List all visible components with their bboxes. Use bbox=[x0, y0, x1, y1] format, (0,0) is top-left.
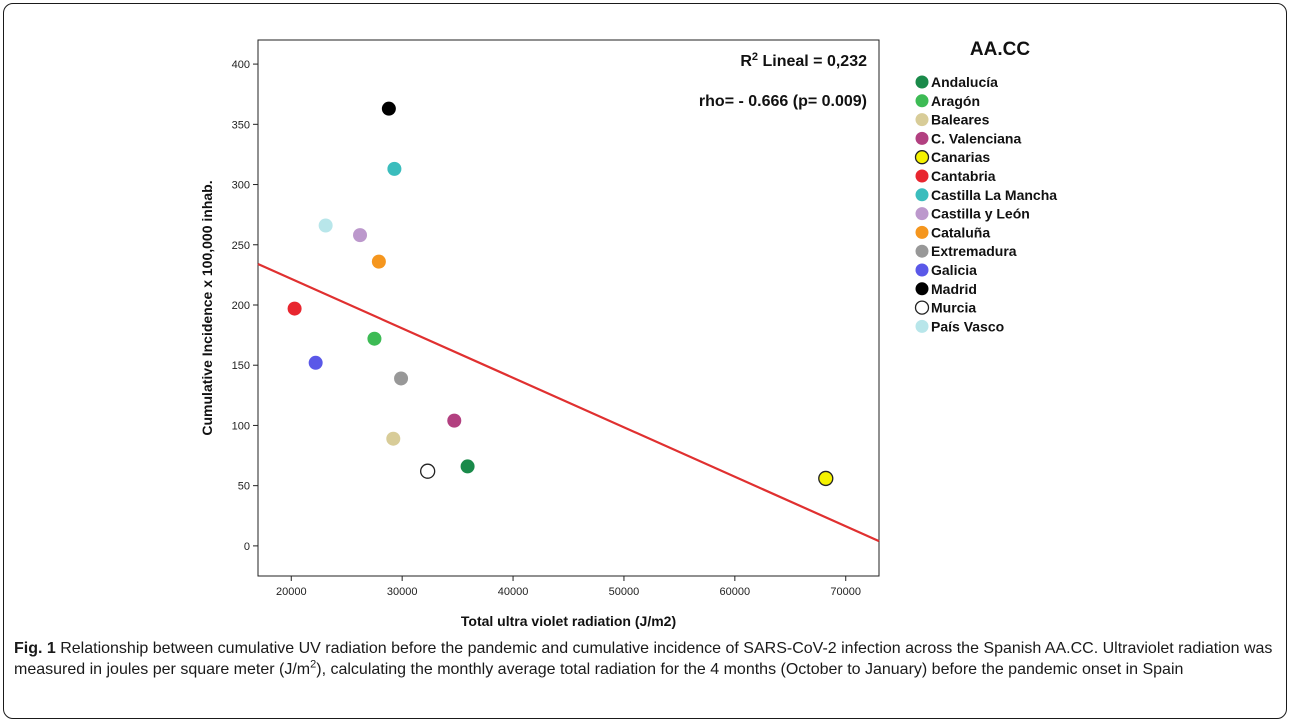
legend-marker-castilla-la-mancha bbox=[915, 188, 929, 202]
y-tick-label: 150 bbox=[232, 360, 250, 372]
point-baleares bbox=[386, 431, 401, 446]
point-castilla-y-leon bbox=[353, 228, 368, 243]
x-tick-label: 30000 bbox=[387, 586, 418, 598]
legend-label-andalucia: Andalucía bbox=[931, 74, 998, 90]
x-tick-label: 60000 bbox=[720, 586, 751, 598]
point-andalucia bbox=[460, 459, 475, 474]
legend-marker-andalucia bbox=[915, 75, 929, 89]
y-tick-label: 50 bbox=[238, 481, 250, 493]
x-tick-label: 20000 bbox=[276, 586, 307, 598]
point-pais-vasco bbox=[318, 218, 333, 233]
y-tick-label: 250 bbox=[232, 240, 250, 252]
legend-label-canarias: Canarias bbox=[931, 149, 990, 165]
legend-label-aragon: Aragón bbox=[931, 93, 980, 109]
x-tick-label: 40000 bbox=[498, 586, 529, 598]
legend-marker-c-valenciana bbox=[915, 131, 929, 145]
legend-label-baleares: Baleares bbox=[931, 112, 990, 128]
legend-marker-pais-vasco bbox=[915, 319, 929, 333]
legend-marker-aragon bbox=[915, 94, 929, 108]
legend-marker-baleares bbox=[915, 113, 929, 127]
legend-label-madrid: Madrid bbox=[931, 281, 977, 297]
legend-label-cataluna: Cataluña bbox=[931, 224, 990, 240]
legend-marker-galicia bbox=[915, 263, 929, 277]
point-castilla-la-mancha bbox=[387, 161, 402, 176]
point-murcia bbox=[420, 463, 436, 479]
y-tick-label: 200 bbox=[232, 300, 250, 312]
r-squared-symbol: R bbox=[740, 53, 752, 70]
x-tick-label: 50000 bbox=[609, 586, 640, 598]
caption-text-a: Relationship between cumulative UV radia… bbox=[14, 640, 1273, 678]
legend-marker-extremadura bbox=[915, 244, 929, 258]
legend-label-extremadura: Extremadura bbox=[931, 243, 1017, 259]
point-extremadura bbox=[394, 371, 409, 386]
legend-label-pais-vasco: País Vasco bbox=[931, 318, 1004, 334]
y-tick-label: 0 bbox=[244, 541, 250, 553]
r-squared-annotation: R2 Lineal = 0,232 bbox=[740, 51, 867, 70]
scatter-chart: 0 50 100 150 200 250 300 350 400 20000 30000 40000 5… bbox=[199, 39, 1057, 629]
legend-label-c-valenciana: C. Valenciana bbox=[931, 130, 1021, 146]
legend-label-cantabria: Cantabria bbox=[931, 168, 996, 184]
y-tick-label: 350 bbox=[232, 119, 250, 131]
legend-marker-cataluna bbox=[915, 225, 929, 239]
legend-marker-madrid bbox=[915, 282, 929, 296]
caption-text-b: ), calculating the monthly average total… bbox=[316, 661, 1184, 678]
y-tick-label: 300 bbox=[232, 180, 250, 192]
rho-annotation: rho= - 0.666 (p= 0.009) bbox=[699, 93, 867, 110]
legend-label-castilla-la-mancha: Castilla La Mancha bbox=[931, 187, 1057, 203]
legend: AA.CC Andalucía Aragón Baleares C. Valencian… bbox=[914, 39, 1057, 334]
legend-marker-canarias bbox=[914, 150, 930, 165]
caption-superscript: 2 bbox=[310, 658, 317, 671]
legend-marker-cantabria bbox=[915, 169, 929, 183]
legend-label-galicia: Galicia bbox=[931, 262, 977, 278]
point-galicia bbox=[308, 355, 323, 370]
y-axis-label: Cumulative Incidence x 100,000 inhab. bbox=[199, 180, 215, 435]
r-squared-value: Lineal = 0,232 bbox=[758, 53, 867, 70]
point-cataluna bbox=[371, 254, 386, 269]
point-canarias bbox=[818, 470, 834, 487]
y-tick-label: 400 bbox=[232, 59, 250, 71]
legend-marker-castilla-y-leon bbox=[915, 207, 929, 221]
figure-label: Fig. 1 bbox=[14, 640, 56, 657]
legend-label-castilla-y-leon: Castilla y León bbox=[931, 206, 1030, 222]
x-axis-label: Total ultra violet radiation (J/m2) bbox=[461, 613, 676, 629]
regression-line bbox=[257, 263, 880, 543]
figure-caption: Fig. 1 Relationship between cumulative U… bbox=[14, 638, 1274, 680]
r-squared-superscript: 2 bbox=[752, 51, 758, 63]
point-c-valenciana bbox=[447, 413, 462, 428]
plot-border bbox=[257, 39, 880, 577]
legend-label-murcia: Murcia bbox=[931, 300, 976, 316]
y-tick-label: 100 bbox=[232, 420, 250, 432]
plot-area: 0 50 100 150 200 250 300 350 400 20000 30000 40000 5… bbox=[199, 39, 880, 629]
point-cantabria bbox=[287, 301, 302, 316]
point-aragon bbox=[367, 331, 382, 346]
x-tick-label: 70000 bbox=[830, 586, 861, 598]
legend-title: AA.CC bbox=[970, 39, 1030, 60]
point-madrid bbox=[381, 101, 396, 116]
legend-marker-murcia bbox=[914, 300, 930, 315]
